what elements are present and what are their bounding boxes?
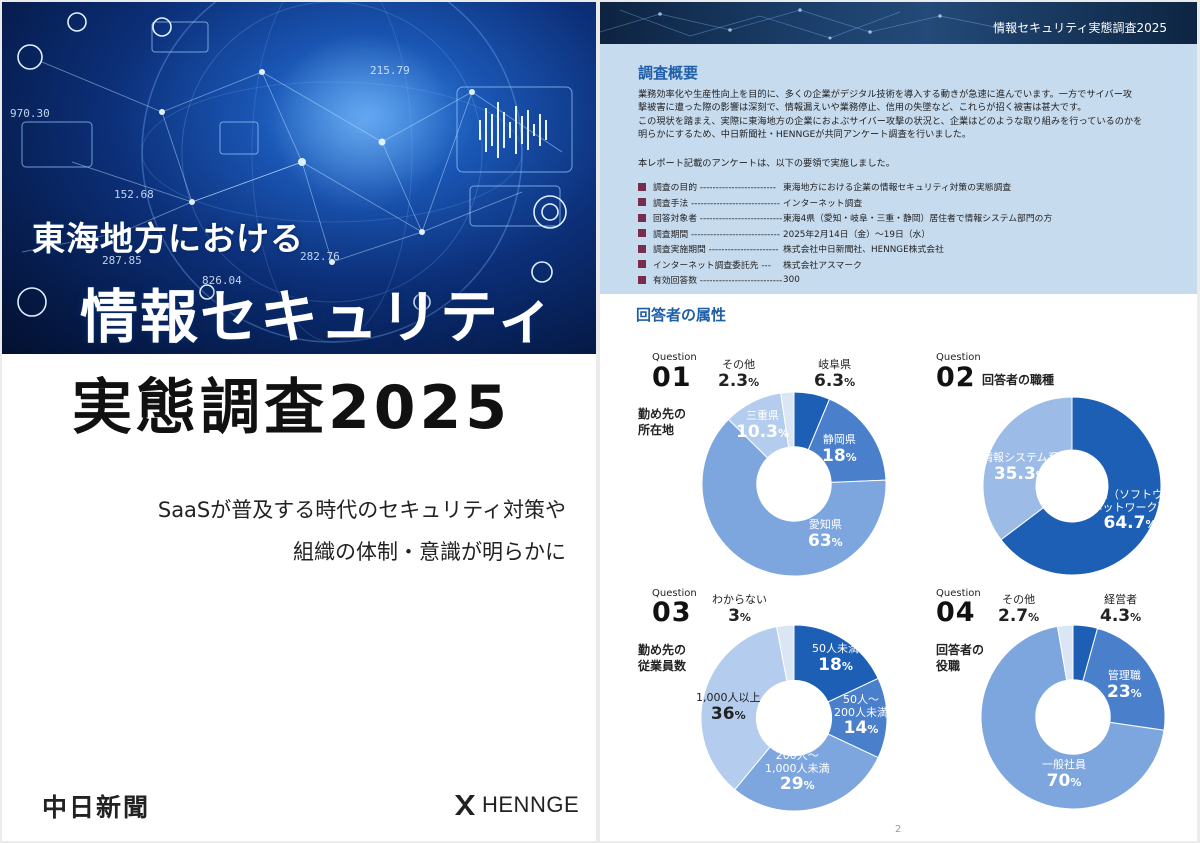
hennge-logo: HENNGE [454,792,579,818]
donut-chart-employees [700,624,888,812]
slice-label-under50: 50人未満 18% [812,642,859,675]
slice-label-info-system: 情報システム系 35.3% [982,451,1059,484]
cover-title-line3: 実態調査2025 [72,373,511,443]
slice-label-executive: 経営者 4.3% [1100,593,1142,626]
survey-summary: 調査概要 業務効率化や生産性向上を目的に、多くの企業がデジタル技術を導入する動き… [600,44,1197,294]
bullet-square-icon [638,275,646,284]
slice-label-mie: 三重県 10.3% [736,409,789,442]
page-header-title: 情報セキュリティ実態調査2025 [993,21,1167,35]
bg-number: 152.68 [114,188,154,201]
header-band: 情報セキュリティ実態調査2025 [600,2,1197,44]
summary-line: 撃被害に遭った際の影響は深刻で、情報漏えいや業務停止、信用の失墜など、これらが招… [638,102,1087,114]
donut-slice [1000,396,1162,576]
slice-label-shizuoka: 静岡県 18% [822,433,857,466]
bg-number: 826.04 [202,274,242,287]
question-number: 02 [936,362,976,393]
question-label: Question [936,588,981,599]
donut-slice [980,625,1165,810]
question-number: 01 [652,362,692,393]
summary-list: 調査の目的 ------------------------ 東海地方における企業… [638,179,1052,288]
summary-paragraph: 業務効率化や生産性向上を目的に、多くの企業がデジタル技術を導入する動きが急速に進… [638,88,1168,142]
summary-item: 回答対象者 -------------------------- 東海4県（愛知・… [638,210,1052,226]
summary-heading: 調査概要 [638,64,699,82]
cyber-background: 970.30 287.85 826.04 215.79 282.76 152.6… [10,2,573,343]
summary-line: 業務効率化や生産性向上を目的に、多くの企業がデジタル技術を導入する動きが急速に進… [638,89,1133,100]
bullet-square-icon [638,198,646,207]
bullet-square-icon [638,260,646,269]
hennge-logo-text: HENNGE [482,792,580,817]
summary-lead: 本レポート記載のアンケートは、以下の要領で実施しました。 [638,158,895,169]
question-number: 04 [936,597,976,628]
cover-title-line2: 情報セキュリティ [80,283,557,351]
donut-slice [1082,627,1166,731]
donut-chart-position [980,624,1166,810]
donut-slice [734,733,879,812]
hennge-mark-icon [455,795,475,815]
bg-number: 970.30 [10,107,50,120]
question-title: 勤め先の 従業員数 [638,643,687,673]
bg-number: 287.85 [102,254,142,267]
chunichi-logo: 中日新聞 [42,793,151,822]
cover-image: 970.30 287.85 826.04 215.79 282.76 152.6… [2,2,596,354]
summary-line: 明らかにするため、中日新聞社・HENNGEが共同アンケート調査を行いました。 [638,129,972,141]
bg-number: 282.76 [300,250,340,263]
donut-chart-job-type [982,396,1162,576]
slice-label-engineering: 技術系（ソフトウェア ネットワーク） 64.7% [1075,488,1185,534]
cover-subtitle-line1: SaaSが普及する時代のセキュリティ対策や [157,498,566,522]
donut-slice [807,398,887,483]
slice-label-200to1000: 200人〜 1,000人未満 29% [765,749,830,795]
slice-label-unknown: わからない 3% [712,593,767,626]
page-number: 2 [895,824,902,835]
summary-item: 調査手法 ---------------------------- インターネット… [638,195,1052,211]
question-title: 勤め先の 所在地 [638,407,687,437]
donut-slice [780,391,795,448]
donut-slice [775,624,795,682]
donut-slice [982,396,1073,541]
slice-label-manager: 管理職 23% [1107,669,1142,702]
slice-label-gifu: 岐阜県 6.3% [814,358,856,391]
slice-label-over1000: 1,000人以上 36% [696,691,761,724]
question-label: Question [652,352,697,363]
donut-slice [1056,624,1074,681]
attributes-heading: 回答者の属性 [636,306,727,324]
donut-slice [700,626,788,791]
question-number: 03 [652,597,692,628]
slice-label-50to200: 50人〜 200人未満 14% [834,693,888,739]
question-title: 回答者の 役職 [936,643,985,673]
slice-label-other-position: その他 2.7% [998,593,1040,626]
donut-slice [701,418,887,577]
bullet-square-icon [638,213,646,222]
donut-chart-location [701,391,887,577]
bullet-square-icon [638,244,646,253]
summary-item: 調査実施期間 ---------------------- 株式会社中日新聞社、H… [638,241,1052,257]
bullet-square-icon [638,182,646,191]
header-pattern [600,8,1001,40]
donut-slice [793,624,879,703]
summary-item: インターネット調査委託先 --- 株式会社アスマーク [638,257,1052,273]
bullet-square-icon [638,229,646,238]
slice-label-aichi: 愛知県 63% [808,518,843,551]
summary-item: 調査期間 ---------------------------- 2025年2月… [638,226,1052,242]
question-label: Question [936,352,981,363]
summary-item: 有効回答数 -------------------------- 300 [638,272,1052,288]
report-page-2: 情報セキュリティ実態調査2025 調査概要 業務効率化や生産性向上を目的に、多く… [600,2,1197,841]
bg-number: 215.79 [370,64,410,77]
slice-label-staff: 一般社員 70% [1042,758,1086,791]
summary-item: 調査の目的 ------------------------ 東海地方における企業… [638,179,1052,195]
summary-line: この現状を踏まえ、実際に東海地方の企業におよぶサイバー攻撃の状況と、企業はどのよ… [638,115,1143,127]
cover-title-line1: 東海地方における [32,219,304,258]
cover-subtitle-line2: 組織の体制・意識が明らかに [293,540,566,564]
question-label: Question [652,588,697,599]
slice-label-other: その他 2.3% [718,358,760,391]
question-title: 回答者の職種 [982,373,1055,387]
cover-page: 970.30 287.85 826.04 215.79 282.76 152.6… [2,2,596,841]
